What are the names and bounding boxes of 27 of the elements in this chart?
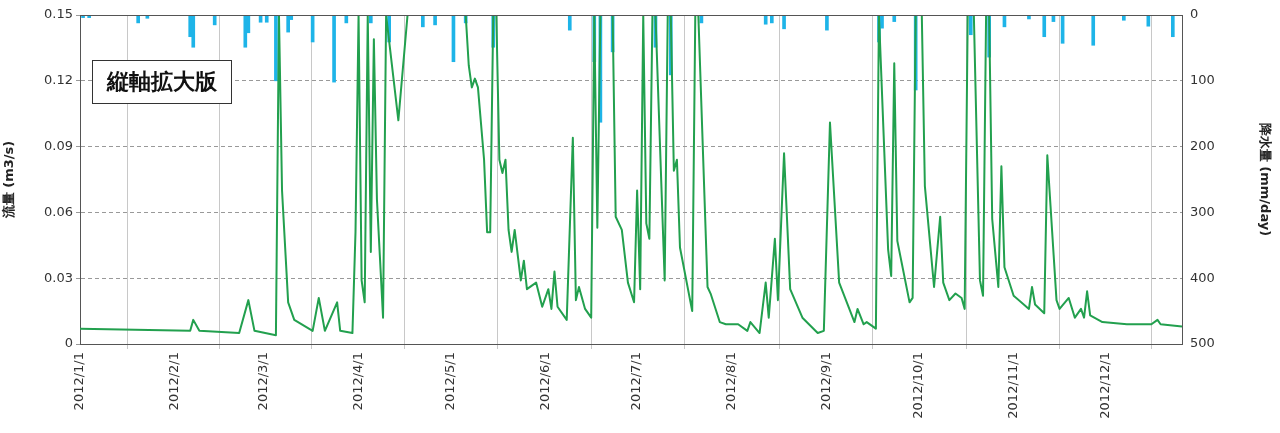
x-tick-label: 2012/6/1 bbox=[536, 352, 552, 411]
y-tick-label: 0 bbox=[64, 335, 73, 351]
y2-tick-label: 500 bbox=[1190, 335, 1215, 351]
x-tick-label: 2012/7/1 bbox=[628, 352, 644, 411]
y-tick-label: 0.03 bbox=[44, 269, 73, 285]
x-tick-label: 2012/12/1 bbox=[1096, 352, 1112, 419]
y2-tick-label: 400 bbox=[1190, 269, 1215, 285]
y-axis-title: 流量 (m3/s) bbox=[1, 140, 17, 220]
x-tick-label: 2012/8/1 bbox=[723, 352, 739, 411]
y2-tick-label: 300 bbox=[1190, 203, 1215, 219]
x-tick-label: 2012/2/1 bbox=[166, 352, 182, 411]
annotation: 縦軸拡大版 bbox=[92, 60, 232, 104]
y-tick-label: 0.06 bbox=[44, 203, 73, 219]
x-tick-label: 2012/1/1 bbox=[71, 352, 87, 411]
x-tick-label: 2012/5/1 bbox=[441, 352, 457, 411]
y2-axis-title: 降水量 (mm/day) bbox=[1257, 122, 1273, 237]
x-tick-label: 2012/3/1 bbox=[255, 352, 271, 411]
x-tick-label: 2012/10/1 bbox=[910, 352, 926, 419]
y-tick-label: 0.15 bbox=[44, 6, 73, 22]
y2-tick-label: 200 bbox=[1190, 137, 1215, 153]
y2-tick-label: 0 bbox=[1190, 6, 1199, 22]
x-tick-label: 2012/9/1 bbox=[818, 352, 834, 411]
x-tick-label: 2012/4/1 bbox=[349, 352, 365, 411]
x-tick-label: 2012/11/1 bbox=[1005, 352, 1021, 419]
y2-tick-label: 100 bbox=[1190, 72, 1215, 88]
y-tick-label: 0.09 bbox=[44, 137, 73, 153]
y-tick-label: 0.12 bbox=[44, 72, 73, 88]
